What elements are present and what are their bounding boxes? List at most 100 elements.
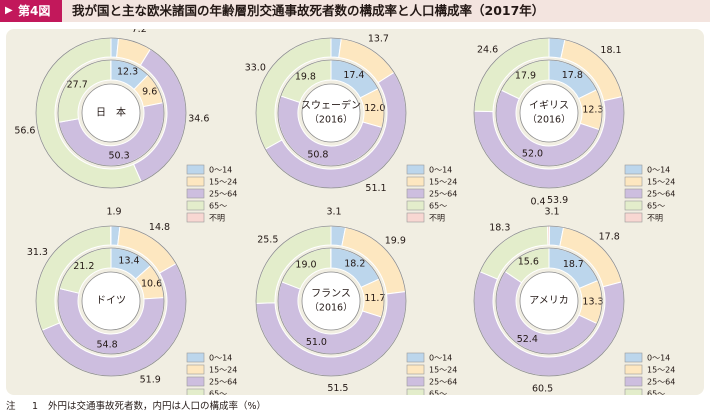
inner-ring-label-0-14: 12.3 (117, 67, 138, 78)
chart-panel: 1.6 7.2 34.6 56.6 12.3 9.6 50.3 27.7 日 本 0～14 15～2… (6, 29, 704, 395)
outer-ring-label-15-24: 18.1 (600, 45, 621, 56)
outer-ring-label-25-64: 60.5 (532, 383, 553, 394)
legend-label-15-24: 15～24 (647, 178, 675, 187)
inner-ring-label-15-24: 12.3 (582, 105, 603, 116)
inner-ring-label-65-plus: 15.6 (518, 257, 539, 268)
outer-ring-label-0-14: 3.1 (326, 207, 341, 218)
country-name: アメリカ (529, 295, 569, 307)
legend-swatch-25-64 (406, 188, 425, 199)
outer-ring-border (35, 225, 187, 377)
legend-label-15-24: 15～24 (209, 178, 237, 187)
outer-ring-label-0-14: 2.2 (326, 29, 341, 30)
inner-ring-label-0-14: 17.8 (562, 70, 583, 81)
donut-chart-3: 3.4 18.1 53.9 24.6 17.8 12.3 52.0 17.9 イギリス （2016… (473, 29, 675, 223)
inner-ring-label-25-64: 52.0 (522, 148, 543, 159)
outer-ring-border (35, 37, 187, 189)
legend-swatch-0-14 (624, 164, 643, 175)
inner-ring-border (277, 59, 385, 167)
outer-ring-border (255, 37, 407, 189)
inner-ring-label-0-14: 18.2 (344, 259, 365, 270)
inner-ring-label-15-24: 13.3 (582, 297, 603, 308)
donut-center (519, 271, 579, 331)
outer-ring-label-15-24: 7.2 (132, 29, 147, 35)
legend-swatch-65-plus (186, 388, 205, 395)
donut-chart-2: 2.2 13.7 51.1 33.0 17.4 12.0 50.8 19.8 スウェーデン （20… (245, 29, 458, 223)
outer-ring-label-unknown: 0.4 (530, 197, 545, 208)
inner-ring-label-0-14: 18.7 (563, 259, 584, 270)
inner-ring-border (57, 59, 165, 167)
outer-ring-label-25-64: 51.5 (327, 383, 348, 394)
legend-label-65-plus: 65～ (209, 202, 227, 211)
legend-swatch-0-14 (624, 352, 643, 363)
inner-ring-label-0-14: 13.4 (118, 255, 139, 266)
inner-ring-label-0-14: 17.4 (343, 70, 364, 81)
inner-ring-label-65-plus: 19.0 (295, 259, 316, 270)
legend-label-25-64: 25～64 (209, 378, 237, 387)
outer-ring-label-15-24: 19.9 (385, 236, 406, 247)
legend-swatch-25-64 (186, 188, 205, 199)
note-number: 1 (32, 401, 39, 412)
outer-ring-label-25-64: 51.1 (365, 183, 386, 194)
inner-ring-label-65-plus: 27.7 (67, 79, 88, 90)
outer-ring-label-0-14: 1.9 (106, 207, 121, 218)
legend-label-15-24: 15～24 (429, 366, 457, 375)
inner-ring-label-15-24: 9.6 (142, 87, 157, 98)
outer-ring-label-0-14: 3.1 (544, 207, 559, 218)
legend-swatch-65-plus (624, 200, 643, 211)
outer-ring-slice-unknown (547, 225, 550, 246)
outer-ring-label-65-plus: 24.6 (477, 45, 498, 56)
donut-charts: 1.6 7.2 34.6 56.6 12.3 9.6 50.3 27.7 日 本 0～14 15～2… (14, 29, 675, 396)
legend-label-15-24: 15～24 (429, 178, 457, 187)
outer-ring-border (255, 225, 407, 377)
year-note: （2016） (309, 114, 352, 126)
outer-ring-label-25-64: 34.6 (188, 114, 209, 125)
legend-label-unknown: 不明 (209, 214, 225, 223)
legend-swatch-15-24 (624, 364, 643, 375)
inner-ring-label-15-24: 12.0 (364, 103, 385, 114)
figure-number: 第4図 (18, 4, 51, 18)
outer-ring-border (473, 37, 625, 189)
legend-swatch-15-24 (186, 364, 205, 375)
legend-label-0-14: 0～14 (647, 166, 670, 175)
legend-swatch-25-64 (186, 376, 205, 387)
outer-ring-label-65-plus: 33.0 (245, 63, 266, 74)
legend-swatch-0-14 (406, 164, 425, 175)
badge-arrow-icon: ▶ (5, 5, 13, 16)
legend-label-unknown: 不明 (429, 214, 445, 223)
legend-label-0-14: 0～14 (209, 354, 232, 363)
legend-label-15-24: 15～24 (209, 366, 237, 375)
legend-label-25-64: 25～64 (647, 378, 675, 387)
legend-swatch-unknown (186, 212, 205, 223)
figure-badge: ▶ 第4図 (0, 0, 62, 22)
country-name: 日 本 (96, 106, 126, 119)
outer-ring-label-65-plus: 25.5 (257, 234, 278, 245)
inner-ring-label-65-plus: 21.2 (73, 261, 94, 272)
legend-swatch-65-plus (186, 200, 205, 211)
legend-swatch-15-24 (186, 176, 205, 187)
outer-ring-label-0-14: 3.4 (544, 29, 559, 30)
legend-label-25-64: 25～64 (647, 190, 675, 199)
legend-swatch-unknown (624, 212, 643, 223)
donut-center (81, 83, 141, 143)
inner-ring-label-25-64: 50.3 (109, 151, 130, 162)
year-note: （2016） (309, 302, 352, 314)
donut-center (301, 271, 361, 331)
legend-label-25-64: 25～64 (209, 190, 237, 199)
inner-ring-label-25-64: 50.8 (307, 150, 328, 161)
outer-ring-label-25-64: 51.9 (140, 374, 161, 385)
figure-title: 我が国と主な欧米諸国の年齢層別交通事故死者数の構成率と人口構成率（2017年） (72, 3, 545, 18)
outer-ring-label-65-plus: 31.3 (27, 247, 48, 258)
donut-chart-4: 1.9 14.8 51.9 31.3 13.4 10.6 54.8 21.2 ドイツ 0～14 15… (27, 207, 237, 396)
legend-label-65-plus: 65～ (209, 390, 227, 396)
outer-ring-label-25-64: 53.9 (547, 195, 568, 206)
inner-ring-label-65-plus: 17.9 (515, 70, 536, 81)
outer-ring-label-0-14: 1.6 (106, 29, 121, 30)
legend-label-0-14: 0～14 (429, 354, 452, 363)
inner-ring-label-25-64: 52.4 (517, 334, 538, 345)
donut-center (81, 271, 141, 331)
donut-chart-6: 3.1 17.8 60.5 18.3 0.4 18.7 13.3 52.4 15.6 アメリカ 0～… (473, 197, 675, 395)
